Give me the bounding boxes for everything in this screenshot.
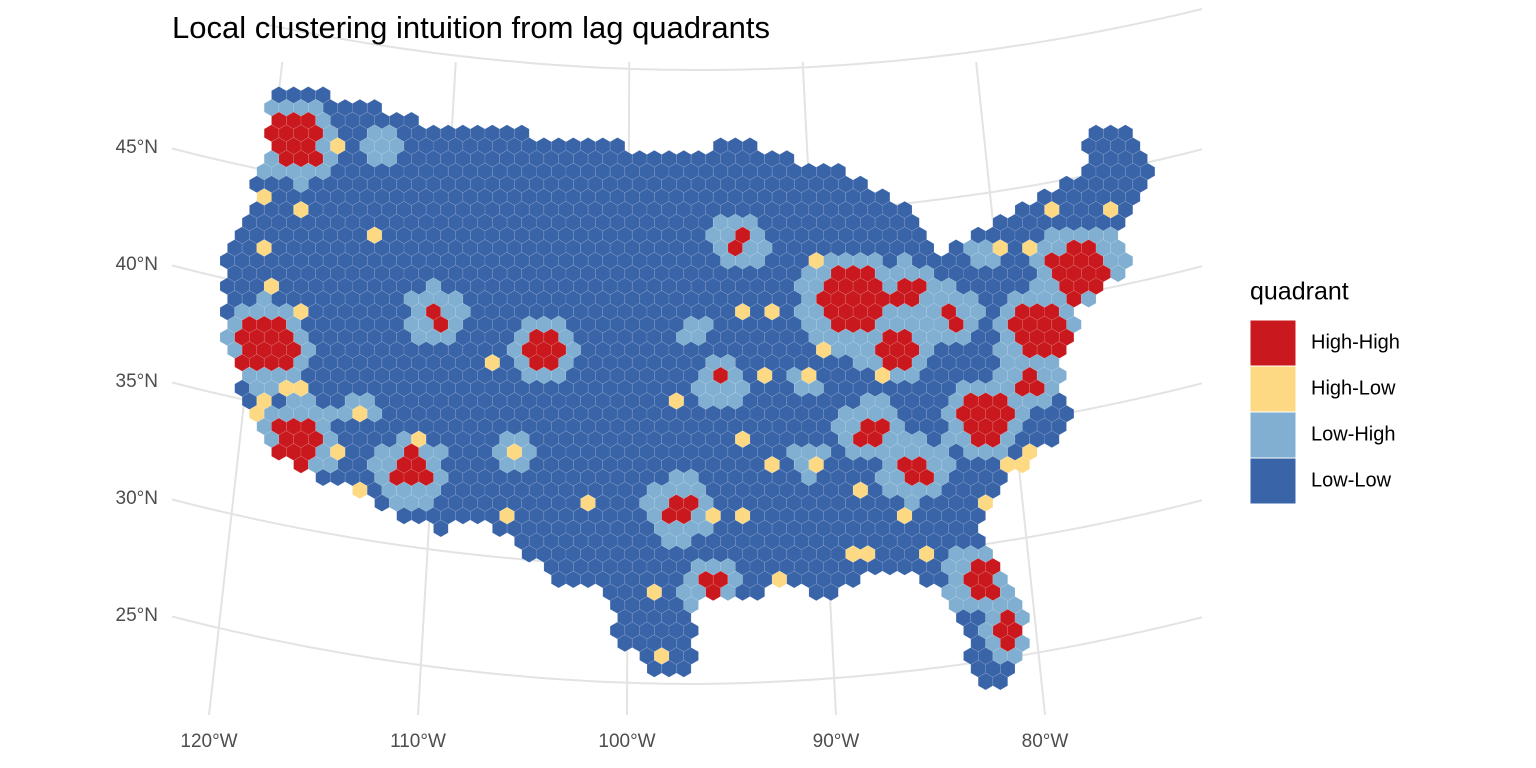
legend-swatch [1249, 365, 1297, 413]
hex-cell [992, 672, 1009, 691]
hex-cell [676, 659, 692, 678]
legend-title: quadrant [1250, 278, 1349, 306]
lon-tick-label: 120°W [180, 731, 237, 752]
lon-tick-label: 80°W [1022, 731, 1069, 752]
hex-layer [219, 86, 1156, 691]
hex-cell [1110, 264, 1126, 283]
hex-cell [1014, 455, 1030, 474]
legend-label: Low-High [1311, 423, 1395, 445]
hex-cell [845, 570, 861, 589]
hex-cell [1044, 430, 1060, 449]
lon-tick-label: 100°W [598, 731, 655, 752]
legend: quadrant High-High High-Low Low-High Low-Lo… [1249, 278, 1400, 505]
legend-label: High-Low [1311, 377, 1396, 399]
lat-tick-label: 30°N [116, 488, 158, 509]
lat-tick-label: 40°N [116, 254, 158, 275]
hex-cell [1081, 290, 1097, 308]
grid-line [171, 615, 1203, 685]
hex-cell [749, 583, 766, 602]
chart-title: Local clustering intuition from lag quad… [172, 10, 770, 45]
lat-tick-label: 45°N [116, 137, 158, 158]
grid-line [261, 8, 1203, 71]
lat-tick-label: 25°N [116, 605, 158, 626]
hex-cell [823, 583, 839, 602]
legend-swatch [1249, 457, 1297, 505]
legend-label: High-High [1311, 331, 1400, 353]
legend-swatch [1249, 411, 1297, 459]
lon-tick-label: 90°W [813, 731, 860, 752]
lon-tick-label: 110°W [390, 731, 446, 752]
legend-swatch [1249, 319, 1297, 367]
lat-tick-label: 35°N [116, 371, 158, 392]
hex-cell [433, 519, 449, 538]
legend-label: Low-Low [1311, 469, 1392, 491]
